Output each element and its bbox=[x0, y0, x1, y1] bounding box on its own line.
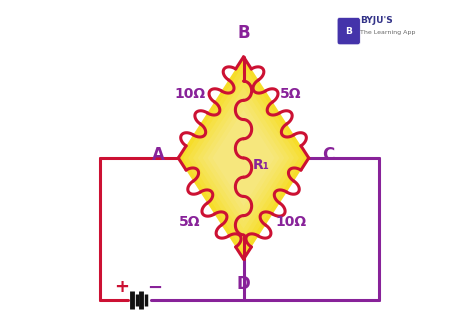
Polygon shape bbox=[203, 95, 284, 221]
Text: 5Ω: 5Ω bbox=[179, 215, 201, 229]
Polygon shape bbox=[208, 102, 279, 214]
Text: B: B bbox=[237, 24, 250, 42]
Text: A: A bbox=[152, 146, 165, 164]
Polygon shape bbox=[198, 87, 289, 229]
Text: +: + bbox=[114, 278, 129, 296]
Polygon shape bbox=[183, 64, 304, 251]
Polygon shape bbox=[193, 80, 294, 236]
Polygon shape bbox=[178, 57, 309, 259]
Polygon shape bbox=[178, 57, 309, 259]
Text: R₁: R₁ bbox=[253, 158, 270, 171]
Text: −: − bbox=[147, 278, 163, 296]
Text: C: C bbox=[322, 146, 334, 164]
Text: B: B bbox=[345, 27, 352, 36]
Text: D: D bbox=[237, 275, 250, 293]
FancyBboxPatch shape bbox=[337, 17, 360, 45]
Polygon shape bbox=[212, 110, 274, 206]
Polygon shape bbox=[188, 72, 299, 244]
Text: 10Ω: 10Ω bbox=[174, 88, 205, 101]
Text: The Learning App: The Learning App bbox=[360, 30, 416, 35]
Text: BYJU'S: BYJU'S bbox=[360, 16, 393, 25]
Text: 10Ω: 10Ω bbox=[275, 215, 306, 229]
Text: 5Ω: 5Ω bbox=[280, 88, 301, 101]
